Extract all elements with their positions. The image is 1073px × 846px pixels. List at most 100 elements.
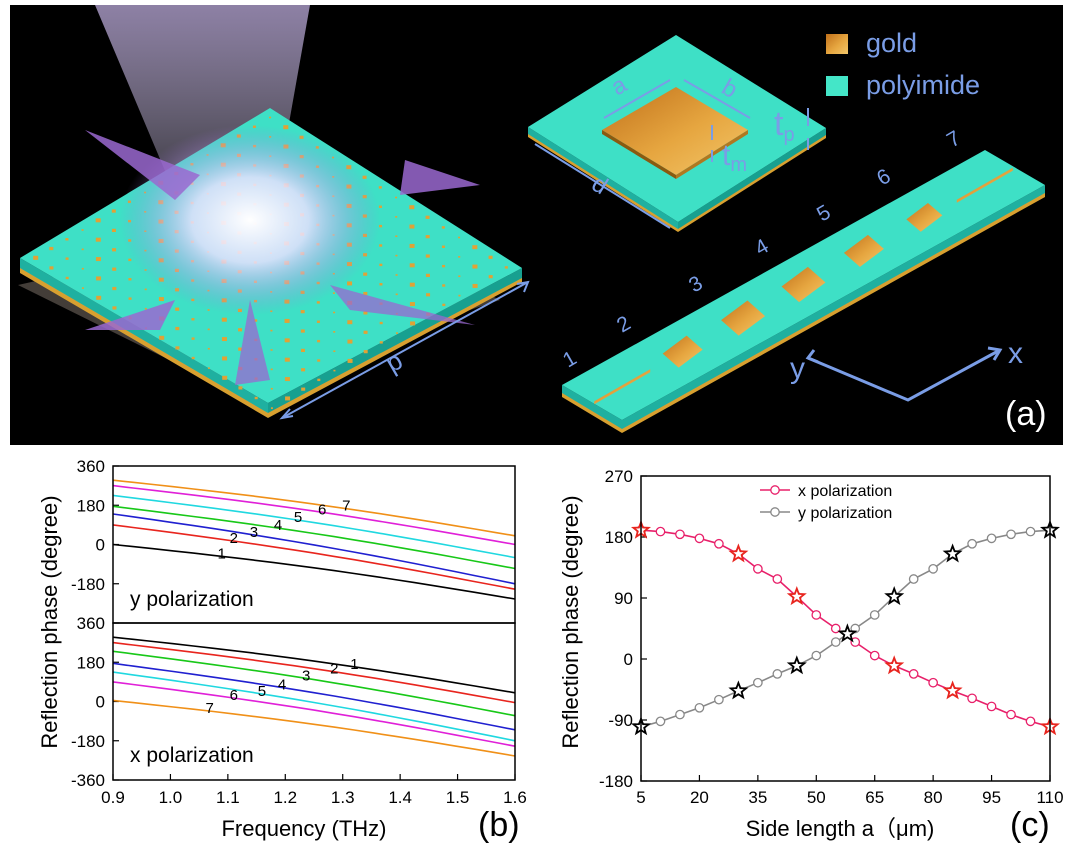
- x-tick-label: 5: [636, 788, 645, 807]
- gold-element: [128, 278, 132, 281]
- gold-element: [300, 329, 305, 333]
- c-star-marker: [884, 586, 905, 606]
- x-tick-label: 35: [748, 788, 767, 807]
- gold-element: [333, 311, 336, 314]
- c-point: [655, 526, 666, 537]
- y-tick-label: -90: [608, 711, 633, 730]
- curve-label: 5: [294, 509, 302, 526]
- b-x-ticks: 0.9 1.0 1.1 1.2 1.3 1.4 1.5 1.6: [101, 774, 527, 807]
- reflected-beam: [400, 160, 480, 195]
- gold-element: [301, 368, 306, 372]
- dimension-p: [279, 280, 530, 420]
- x-tick-label: 20: [690, 788, 709, 807]
- c-x-ticks: 5 20 35 50 65 80 95 110: [636, 775, 1064, 807]
- c-point: [1006, 709, 1016, 720]
- gold-element: [238, 347, 243, 351]
- c-point: [811, 610, 822, 620]
- gold-element: [95, 257, 101, 262]
- axis-label-x: x: [1008, 337, 1023, 370]
- gold-element: [458, 256, 461, 258]
- panel-label-a: (a): [1005, 395, 1047, 433]
- b-curve-1: [112, 636, 516, 694]
- gold-element: [395, 254, 398, 257]
- unit-cell-dimensions: [534, 79, 809, 229]
- c-frame: [640, 475, 1051, 782]
- gold-element: [95, 218, 101, 223]
- strip-element: [906, 202, 943, 232]
- gold-element: [191, 356, 195, 360]
- c-point: [908, 669, 919, 679]
- y-tick-label: -360: [71, 771, 105, 790]
- b-curve-4: [112, 505, 516, 570]
- c-point: [908, 574, 919, 584]
- gold-element: [284, 357, 290, 362]
- b-top-y-ticks: 360 180 0 -180: [71, 457, 119, 594]
- gold-element: [144, 307, 147, 310]
- gold-element: [347, 281, 353, 286]
- c-point: [986, 701, 997, 712]
- slab-side-right: [268, 268, 522, 415]
- reflected-beam: [85, 130, 200, 200]
- b-curve-6: [112, 681, 516, 747]
- c-point: [869, 650, 880, 661]
- c-star-marker: [942, 680, 963, 700]
- c-line-y: [640, 529, 1051, 728]
- gold-element: [379, 321, 383, 325]
- gold-element: [207, 367, 210, 369]
- gold-element: [112, 248, 117, 252]
- cell-side-right: [678, 128, 826, 230]
- gold-element: [395, 216, 398, 218]
- gold-element: [488, 275, 493, 279]
- gold-element: [425, 254, 430, 258]
- y-tick-label: 0: [624, 650, 633, 669]
- gold-element: [49, 246, 54, 251]
- c-point: [772, 574, 783, 584]
- gold-element: [472, 264, 478, 269]
- gold-element: [222, 356, 228, 361]
- c-point: [753, 677, 763, 688]
- panel-b-ylabel: Reflection phase (degree): [37, 495, 62, 748]
- c-star-marker: [786, 655, 807, 675]
- y-tick-label: -180: [71, 575, 105, 594]
- gold-element: [409, 282, 415, 287]
- c-point: [694, 533, 705, 544]
- b-curve-6: [112, 484, 516, 546]
- gold-element: [426, 293, 431, 297]
- gold-element: [283, 125, 289, 130]
- curve-label: 3: [250, 524, 258, 541]
- gold-element: [65, 276, 69, 280]
- c-point: [1025, 526, 1036, 537]
- gold-element: [395, 196, 398, 199]
- gold-element: [128, 258, 132, 262]
- panel-label-b: (b): [478, 806, 520, 844]
- gold-element: [442, 284, 446, 287]
- panel-b-xlabel: Frequency (THz): [221, 816, 386, 841]
- reflected-beam: [330, 285, 475, 325]
- c-point: [928, 677, 938, 688]
- gold-element: [96, 295, 102, 300]
- gold-element: [378, 205, 382, 208]
- gold-element: [65, 257, 69, 260]
- c-point: [772, 669, 783, 679]
- gold-element: [112, 267, 117, 271]
- c-point: [675, 529, 685, 540]
- gold-element: [284, 338, 290, 343]
- x-tick-label: 65: [865, 788, 884, 807]
- gold-element: [270, 349, 273, 351]
- panel-a: p a b d tp tm gold: [10, 5, 1063, 445]
- c-point: [1025, 716, 1036, 727]
- curve-label: 4: [274, 517, 282, 534]
- xy-axes: [805, 346, 1003, 402]
- gold-element: [458, 236, 461, 239]
- panel-c-ylabel: Reflection phase (degree): [558, 495, 583, 748]
- gold-element: [317, 339, 321, 343]
- gold-element: [458, 275, 461, 278]
- curve-label: 1: [350, 656, 358, 673]
- gold-element: [285, 396, 291, 401]
- legend-label-polyimide: polyimide: [866, 70, 980, 100]
- gold-element: [175, 307, 180, 311]
- c-point: [830, 623, 841, 634]
- curve-label: 2: [330, 661, 338, 678]
